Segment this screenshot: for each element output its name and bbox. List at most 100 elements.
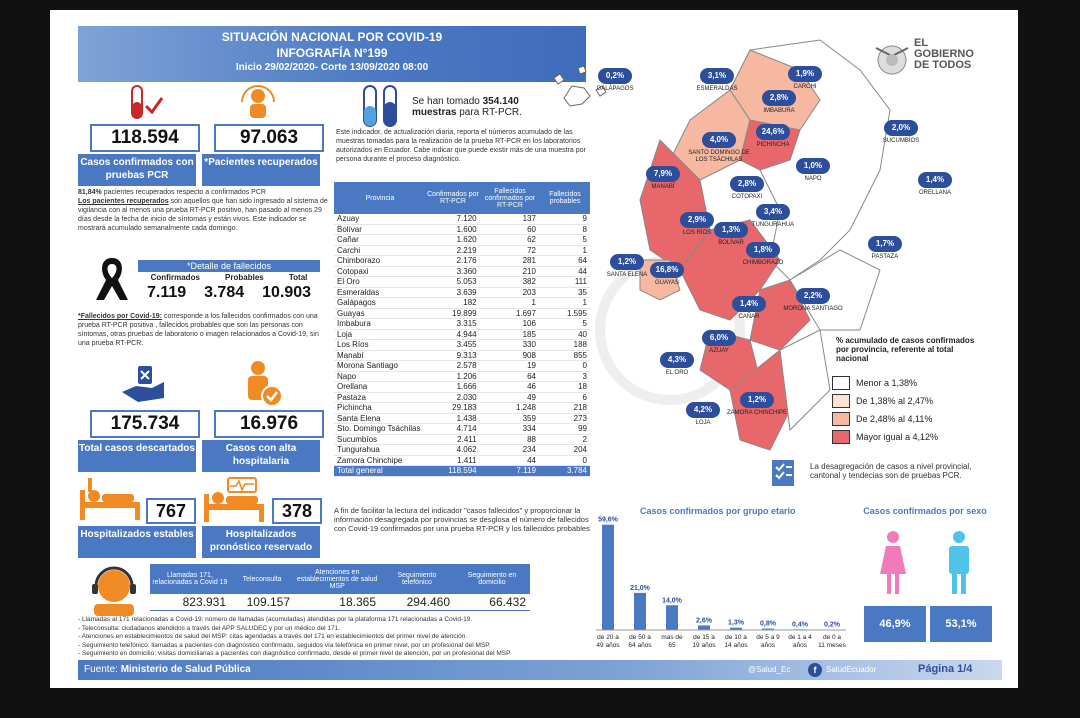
map-province-pct: 1,2% [740, 392, 774, 408]
services-table: Llamadas 171, relacionadas a Covid 19 Tel… [150, 564, 530, 611]
map-legend: Menor a 1,38% De 1,38% al 2,47% De 2,48% a… [832, 374, 992, 446]
table-cell-number: 273 [538, 413, 590, 424]
table-row: Zamora Chinchipe 1.411 44 0 [334, 455, 590, 466]
map-province-pct: 1,2% [610, 254, 644, 270]
table-cell-number: 46 [479, 381, 539, 393]
table-row: Cañar 1.620 62 5 [334, 234, 590, 246]
age-category-label: de 50 a 64 años [628, 634, 652, 649]
table-cell-number: 60 [479, 224, 539, 235]
table-cell-province: Bolívar [334, 224, 424, 235]
infographic-number: INFOGRAFÍA N°199 [276, 46, 388, 60]
discarded-label: Total casos descartados [78, 440, 196, 472]
deaths-header-probable: Probables [225, 273, 264, 282]
table-cell-number: 62 [479, 234, 539, 246]
discarded-hand-icon [122, 366, 164, 402]
table-cell-number: 106 [479, 318, 539, 330]
table-cell-number: 1.438 [423, 413, 480, 424]
services-header: Seguimiento telefónico [397, 572, 437, 586]
table-total-cell: 118.594 [423, 465, 480, 477]
map-province-pct: 2,8% [730, 176, 764, 192]
map-province-pct: 1,4% [732, 296, 766, 312]
age-category-label: de 10 a 14 años [724, 634, 748, 649]
table-total-row: Total general 118.594 7.119 3.784 [334, 465, 590, 477]
samples-text: Se han tomado 354.140 muestras para RT-P… [412, 96, 592, 118]
table-cell-number: 2.219 [423, 245, 480, 256]
male-pct: 53,1% [930, 606, 992, 642]
table-cell-province: Sucumbíos [334, 434, 424, 445]
age-bar-label: 21,0% [630, 585, 651, 592]
map-province-name: PICHINCHA [756, 142, 790, 148]
table-cell-number: 203 [479, 287, 539, 298]
age-bar-label: 0,2% [824, 622, 841, 629]
map-province-name: LOJA [695, 420, 711, 426]
deaths-confirmed-value: 7.119 [146, 284, 187, 301]
map-province-name: GUAYAS [654, 280, 680, 286]
table-cell-number: 8 [538, 224, 590, 235]
table-cell-number: 1.697 [479, 308, 539, 319]
legend-item: Mayor igual a 4,12% [832, 428, 992, 446]
table-cell-province: Sto. Domingo Tsáchilas [334, 423, 424, 435]
footer-twitter: @Salud_Ec [748, 665, 791, 674]
table-cell-number: 2.176 [423, 255, 480, 267]
table-cell-province: Orellana [334, 381, 424, 393]
recovered-note-bold: Los pacientes recuperados [78, 198, 169, 205]
age-bar [762, 628, 774, 630]
recovered-pct: 81,84% [78, 189, 102, 196]
table-cell-number: 1.595 [538, 308, 590, 319]
age-bar [698, 625, 710, 630]
map-province-pct: 4,0% [702, 132, 736, 148]
deaths-values: 7.119 3.784 10.903 [138, 284, 320, 302]
table-cell-province: Cotopaxi [334, 266, 424, 277]
legend-label: Menor a 1,38% [856, 378, 918, 388]
map-province-name: ESMERALDAS [696, 86, 738, 92]
galapagos-map [553, 65, 607, 107]
table-cell-number: 1.206 [423, 371, 480, 382]
table-cell-province: Carchi [334, 245, 424, 256]
header-banner: SITUACIÓN NACIONAL POR COVID-19 INFOGRAF… [78, 26, 586, 82]
table-cell-number: 0 [538, 360, 590, 372]
recovered-note: 81,84% pacientes recuperados respecto a … [78, 188, 328, 233]
map-province-name: PASTAZA [871, 254, 899, 260]
table-cell-number: 1.411 [423, 455, 480, 466]
table-cell-number: 359 [479, 413, 539, 424]
table-row: Chimborazo 2.176 281 64 [334, 255, 590, 267]
legend-label: De 2,48% al 4,11% [856, 414, 933, 424]
map-province-name: GALÁPAGOS [596, 86, 634, 92]
services-value: 109.157 [246, 595, 290, 609]
samples-note: Este indicador, de actualización diaria,… [336, 129, 586, 163]
services-header: Atenciones en establecimientos de salud … [296, 568, 378, 590]
table-row: Pastaza 2.030 49 6 [334, 392, 590, 403]
footer-source: Fuente: Ministerio de Salud Pública [84, 664, 251, 675]
table-cell-number: 1.248 [479, 402, 539, 414]
table-cell-number: 29.183 [423, 402, 480, 414]
age-bar-label: 14,0% [662, 597, 683, 604]
table-row: Cotopaxi 3.360 210 44 [334, 266, 590, 277]
map-province-pct: 3,1% [700, 68, 734, 84]
map-province-pct: 4,3% [660, 352, 694, 368]
services-header-row: Llamadas 171, relacionadas a Covid 19 Tel… [150, 564, 530, 594]
age-chart: 59,6% de 20 a 49 años 21,0% de 50 a 64 años 14… [590, 514, 847, 664]
table-note: A fin de facilitar la lectura del indica… [334, 506, 590, 533]
man-icon [949, 531, 969, 594]
legend-item: Menor a 1,38% [832, 374, 992, 392]
map-province-name: LOS RÍOS [682, 230, 712, 236]
age-category-label: de 0 a 11 meses [818, 634, 846, 649]
table-row: Tungurahua 4.062 234 204 [334, 444, 590, 456]
discharge-value: 16.976 [214, 410, 324, 438]
table-cell-number: 5.053 [423, 276, 480, 288]
table-cell-number: 3 [538, 371, 590, 382]
deaths-note: *Fallecidos por Covid-19: corresponde a … [78, 312, 328, 348]
map-province-pct: 3,4% [756, 204, 790, 220]
gobierno-logo: EL GOBIERNO DE TODOS [872, 36, 992, 80]
table-cell-number: 4.714 [423, 423, 480, 435]
deaths-total-value: 10.903 [262, 284, 312, 301]
table-cell-province: Tungurahua [334, 444, 424, 456]
services-notes: - Llamadas al 171 relacionadas a Covid-1… [78, 616, 618, 659]
age-chart-title: Casos confirmados por grupo etario [640, 506, 796, 516]
map-province-pct: 1,0% [796, 158, 830, 174]
table-cell-province: Imbabura [334, 318, 424, 330]
table-cell-number: 1 [538, 297, 590, 309]
table-cell-number: 188 [538, 339, 590, 351]
map-province-name: TUNGURAHUA [751, 222, 795, 228]
table-row: Santa Elena 1.438 359 273 [334, 413, 590, 424]
